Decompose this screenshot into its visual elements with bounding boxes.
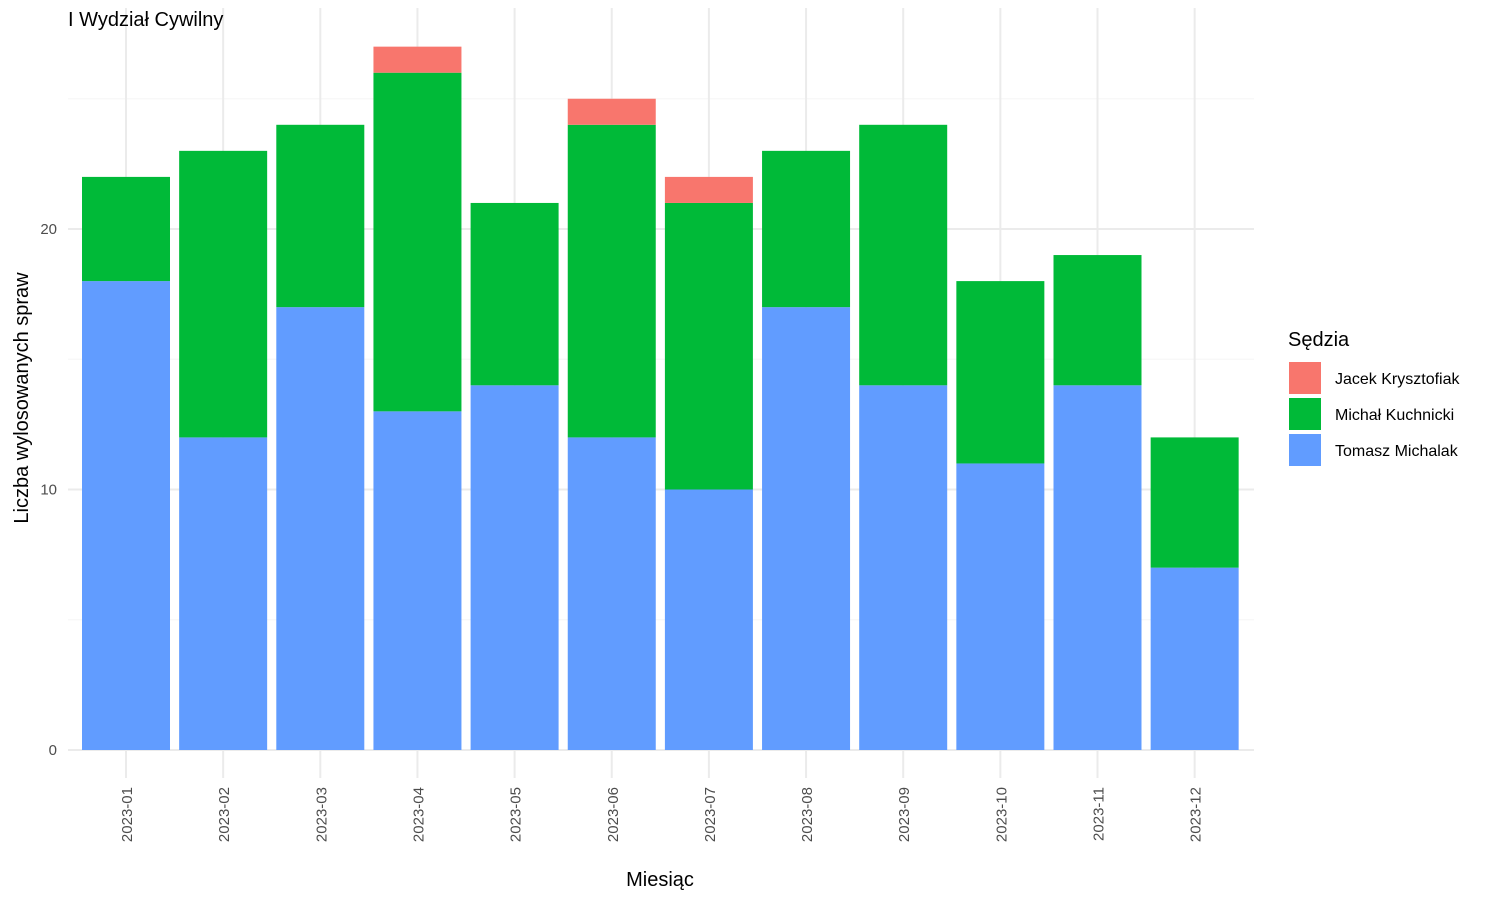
bar-segment (956, 281, 1045, 464)
legend-items: Jacek Krysztofiak Michał Kuchnicki Tomasz … (1289, 362, 1460, 466)
bar-segment (1150, 567, 1239, 750)
x-tick-label: 2023-10 (993, 787, 1010, 842)
bars (82, 46, 1239, 750)
bar-segment (1053, 255, 1142, 386)
bar-segment (1053, 385, 1142, 750)
bar-segment (664, 176, 753, 203)
y-axis-title: Liczba wylosowanych spraw (11, 272, 33, 524)
y-tick-label: 20 (40, 221, 57, 238)
legend-label: Jacek Krysztofiak (1335, 371, 1460, 388)
y-tick-label: 10 (40, 482, 57, 499)
x-tick-label: 2023-02 (216, 787, 233, 842)
bar-segment (567, 437, 656, 750)
bar-segment (276, 124, 365, 308)
x-tick-label: 2023-07 (702, 787, 719, 842)
y-axis-ticks: 0 10 20 (40, 221, 57, 759)
x-tick-label: 2023-05 (508, 787, 525, 842)
bar-segment (373, 46, 462, 73)
bar-segment (82, 281, 170, 750)
bar-segment (859, 385, 948, 750)
bar-segment (276, 307, 365, 750)
bar-segment (567, 124, 656, 438)
legend-label: Tomasz Michalak (1335, 443, 1459, 460)
bar-segment (373, 411, 462, 750)
bar-segment (179, 150, 268, 438)
bar-segment (1150, 437, 1239, 568)
x-tick-label: 2023-11 (1091, 787, 1108, 841)
bar-segment (470, 202, 559, 386)
y-tick-label: 0 (49, 742, 57, 759)
x-tick-label: 2023-09 (896, 787, 913, 842)
x-axis-ticks: 2023-01 2023-02 2023-03 2023-04 2023-05 2023-… (119, 787, 1205, 842)
bar-segment (82, 176, 170, 282)
bar-segment (179, 437, 268, 750)
bar-segment (373, 72, 462, 412)
legend: Sędzia Jacek Krysztofiak Michał Kuchnicki… (1288, 329, 1460, 466)
x-axis-title: Miesiąc (626, 869, 694, 891)
legend-swatch (1289, 398, 1321, 430)
x-tick-label: 2023-03 (313, 787, 330, 842)
x-tick-label: 2023-12 (1188, 787, 1205, 842)
bar-segment (956, 463, 1045, 750)
chart-title: I Wydział Cywilny (68, 9, 223, 31)
x-tick-label: 2023-04 (410, 787, 427, 842)
bar-segment (762, 307, 851, 750)
bar-segment (567, 98, 656, 125)
bar-segment (859, 124, 948, 386)
legend-title: Sędzia (1288, 329, 1350, 351)
bar-segment (664, 202, 753, 490)
x-tick-label: 2023-06 (605, 787, 622, 842)
bar-segment (762, 150, 851, 308)
legend-swatch (1289, 362, 1321, 394)
bar-segment (470, 385, 559, 750)
legend-swatch (1289, 434, 1321, 466)
legend-label: Michał Kuchnicki (1335, 407, 1454, 424)
bar-segment (664, 489, 753, 750)
x-tick-label: 2023-08 (799, 787, 816, 842)
x-tick-label: 2023-01 (119, 787, 136, 842)
